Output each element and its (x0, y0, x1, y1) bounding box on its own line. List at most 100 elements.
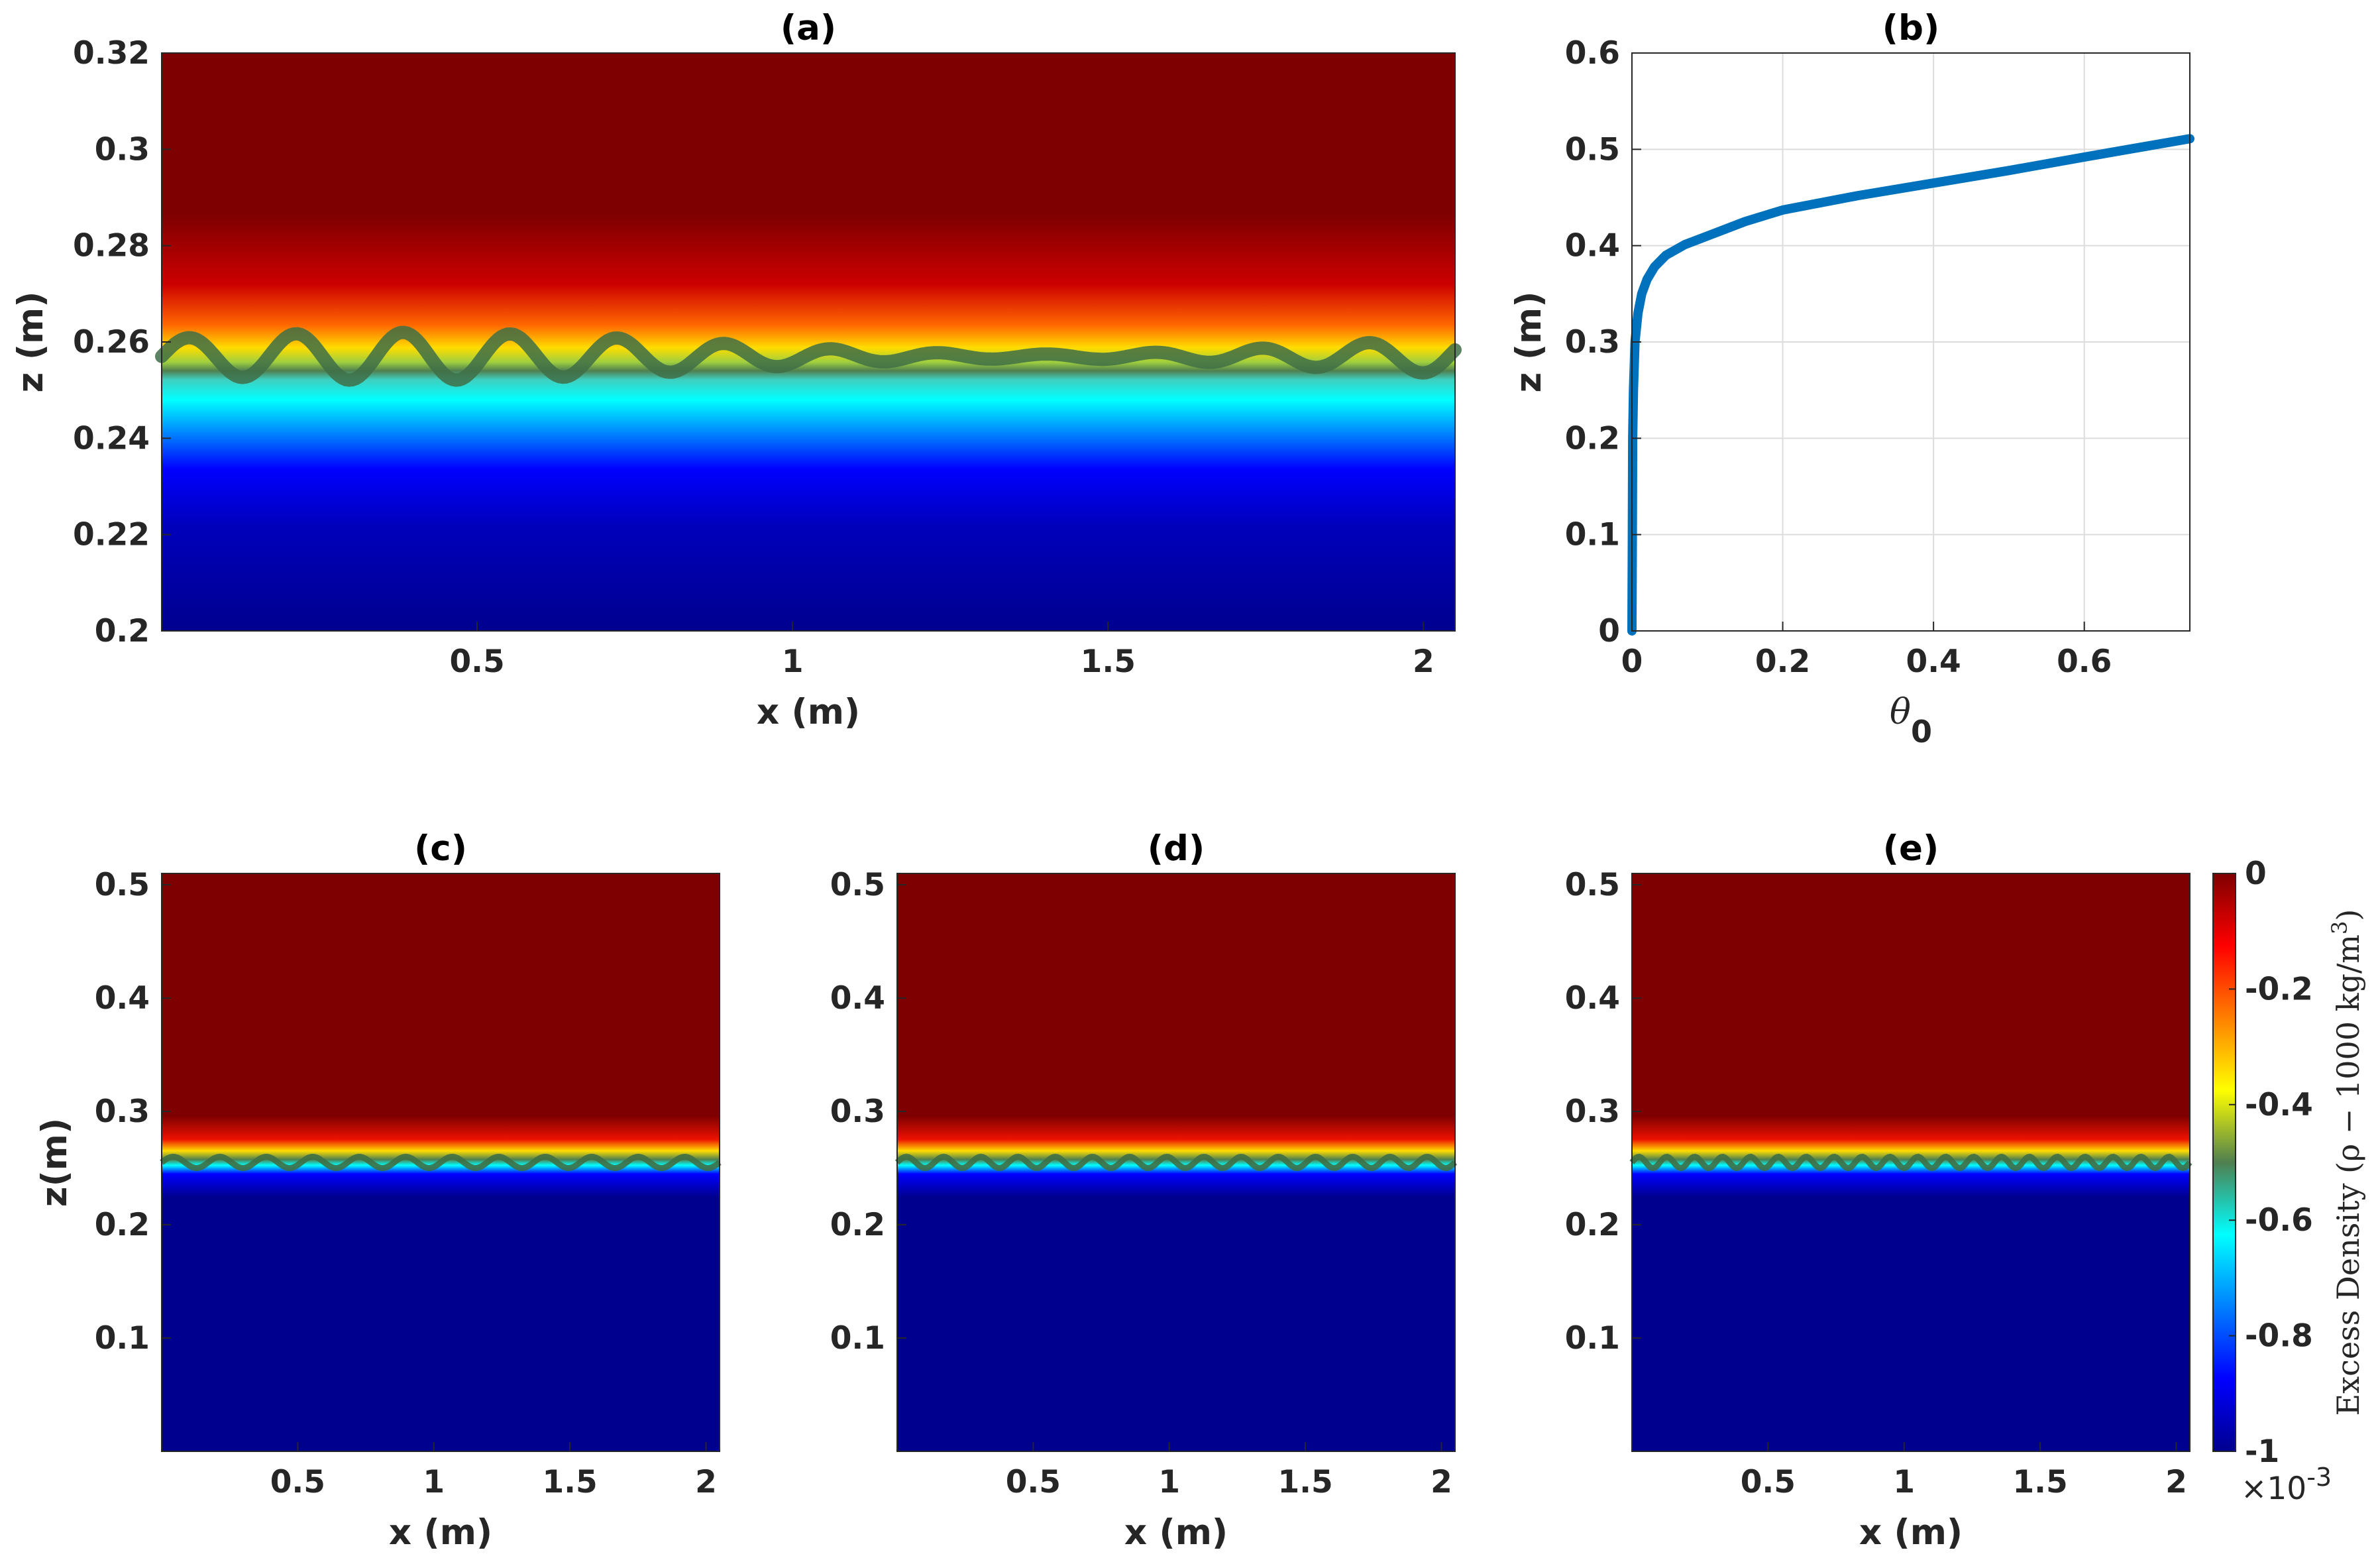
x-tick-label: 0.5 (1006, 1464, 1061, 1500)
colorbar-multiplier: ×10-3 (2241, 1463, 2332, 1507)
y-tick-label: 0.3 (830, 1093, 885, 1130)
x-tick-labels: 0.5 1 1.5 2 (1741, 1442, 2187, 1500)
colorbar-tick-label: -0.2 (2245, 971, 2313, 1007)
x-axis-label: x (m) (389, 1512, 492, 1553)
theta-symbol: θ (1890, 692, 1911, 732)
y-tick-labels: 0.1 0.2 0.3 0.4 0.5 (95, 867, 171, 1357)
y-tick-label: 0.3 (95, 131, 150, 168)
multiplier-exponent: -3 (2306, 1463, 2332, 1492)
x-tick-label: 0.6 (2057, 643, 2112, 680)
multiplier-base: ×10 (2241, 1471, 2306, 1507)
x-tick-label: 0.4 (1906, 643, 1961, 680)
panel-c: 0.1 0.2 0.3 0.4 0.5 0.5 1 1.5 2 (c) x (m) z(m) (34, 828, 722, 1553)
y-tick-label: 0.24 (73, 420, 150, 457)
y-tick-label: 0.5 (830, 867, 885, 903)
y-tick-label: 0.2 (1565, 1207, 1620, 1243)
axes-box (161, 873, 720, 1452)
x-tick-label: 1.5 (2012, 1464, 2067, 1500)
axes-box (896, 873, 1456, 1452)
y-tick-label: 0.26 (73, 324, 150, 361)
y-tick-label: 0.5 (1565, 131, 1620, 168)
y-tick-label: 0.6 (1565, 35, 1620, 72)
theta-curve (1627, 134, 2194, 636)
colorbar: 0 -0.2 -0.4 -0.6 -0.8 -1 ×10-3 Excess Density… (2212, 856, 2366, 1507)
x-tick-label: 1.5 (1081, 643, 1136, 680)
x-tick-label: 1.5 (1277, 1464, 1332, 1500)
panel-title: (d) (1148, 828, 1205, 869)
x-tick-label: 1 (782, 643, 804, 680)
interface-wave (894, 1153, 1458, 1172)
colorbar-tick-label: -0.6 (2245, 1202, 2313, 1239)
colorbar-tick-labels: 0 -0.2 -0.4 -0.6 -0.8 -1 (2229, 856, 2313, 1470)
y-axis-label: z (m) (1509, 292, 1549, 393)
x-tick-label: 2 (2165, 1464, 2187, 1500)
y-tick-labels: 0.2 0.22 0.24 0.26 0.28 0.3 0.32 (73, 35, 171, 649)
colorbar-tick-label: -1 (2245, 1433, 2279, 1470)
y-tick-label: 0.4 (95, 980, 150, 1017)
x-tick-label: 0 (1621, 643, 1643, 680)
interface-wave (1629, 1153, 2192, 1172)
panel-title: (a) (781, 8, 836, 48)
y-tick-labels: 0 0.1 0.2 0.3 0.4 0.5 0.6 (1565, 35, 1641, 649)
x-tick-label: 2 (1431, 1464, 1452, 1500)
axes-box (1631, 873, 2191, 1452)
x-tick-label: 0.2 (1755, 643, 1810, 680)
x-tick-label: 2 (1413, 643, 1434, 680)
y-tick-label: 0.5 (95, 867, 150, 903)
y-tick-label: 0.3 (1565, 324, 1620, 361)
x-tick-label: 1 (423, 1464, 445, 1500)
panel-a: 0.20.220.240.260.280.30.32 0.5 1 1.5 2 (a) … (11, 8, 1462, 732)
panel-title: (b) (1882, 8, 1939, 48)
colorbar-label-main: Excess Density (ρ − 1000 kg/m (2330, 934, 2366, 1416)
y-tick-label: 0.1 (830, 1320, 885, 1357)
colorbar-tick-label: 0 (2245, 856, 2267, 892)
y-axis-label: z(m) (34, 1118, 75, 1207)
panel-title: (e) (1883, 828, 1939, 869)
x-tick-label: 2 (695, 1464, 717, 1500)
x-tick-label: 0.5 (449, 643, 504, 680)
y-tick-label: 0.2 (95, 613, 150, 649)
y-tick-label: 0.1 (1565, 517, 1620, 553)
y-tick-label: 0.28 (73, 228, 150, 264)
x-tick-label: 1 (1158, 1464, 1180, 1500)
interface-wave (155, 325, 1462, 387)
x-tick-labels: 0.5 1 1.5 2 (449, 622, 1434, 680)
y-tick-label: 0.2 (1565, 420, 1620, 457)
colorbar-label-sup: 3 (2327, 921, 2352, 934)
x-tick-label: 0.5 (1741, 1464, 1796, 1500)
y-tick-label: 0.2 (830, 1207, 885, 1243)
colorbar-label: Excess Density (ρ − 1000 kg/m3) (2327, 909, 2366, 1416)
panel-b: 00.10.20.30.40.50.6 0 0.2 0.4 0.6 (b) θ0 z … (1509, 8, 2194, 750)
colorbar-tick-label: -0.4 (2245, 1087, 2313, 1123)
x-axis-label: x (m) (757, 692, 860, 732)
x-tick-label: 1.5 (542, 1464, 597, 1500)
heatmap-field (162, 53, 1455, 631)
x-axis-label: x (m) (1859, 1512, 1963, 1553)
y-tick-label: 0 (1598, 613, 1620, 649)
colorbar-label-end: ) (2330, 909, 2366, 921)
panel-e: 0.1 0.2 0.3 0.4 0.5 0.5 1 1.5 2 (e) x (m) (1565, 828, 2192, 1553)
y-tick-label: 0.4 (1565, 228, 1620, 264)
y-tick-label: 0.2 (95, 1207, 150, 1243)
y-tick-label: 0.32 (73, 35, 150, 72)
panel-d: 0.1 0.2 0.3 0.4 0.5 0.5 1 1.5 2 (d) x (m) (830, 828, 1458, 1553)
colorbar-tick-label: -0.8 (2245, 1318, 2313, 1355)
x-tick-labels: 0 0.2 0.4 0.6 (1621, 622, 2112, 680)
y-axis-label: z (m) (11, 292, 51, 393)
y-tick-label: 0.4 (1565, 980, 1620, 1017)
y-tick-label: 0.22 (73, 517, 150, 553)
y-tick-labels: 0.1 0.2 0.3 0.4 0.5 (830, 867, 906, 1357)
theta-subscript: 0 (1911, 714, 1932, 750)
y-tick-label: 0.1 (1565, 1320, 1620, 1357)
x-tick-label: 0.5 (270, 1464, 325, 1500)
x-tick-label: 1 (1893, 1464, 1915, 1500)
y-tick-label: 0.1 (95, 1320, 150, 1357)
y-tick-label: 0.3 (95, 1093, 150, 1130)
panel-title: (c) (414, 828, 467, 869)
y-tick-labels: 0.1 0.2 0.3 0.4 0.5 (1565, 867, 1641, 1357)
interface-wave (160, 1153, 722, 1172)
x-axis-label: θ0 (1890, 692, 1932, 750)
x-tick-labels: 0.5 1 1.5 2 (1006, 1442, 1452, 1500)
y-tick-label: 0.3 (1565, 1093, 1620, 1130)
